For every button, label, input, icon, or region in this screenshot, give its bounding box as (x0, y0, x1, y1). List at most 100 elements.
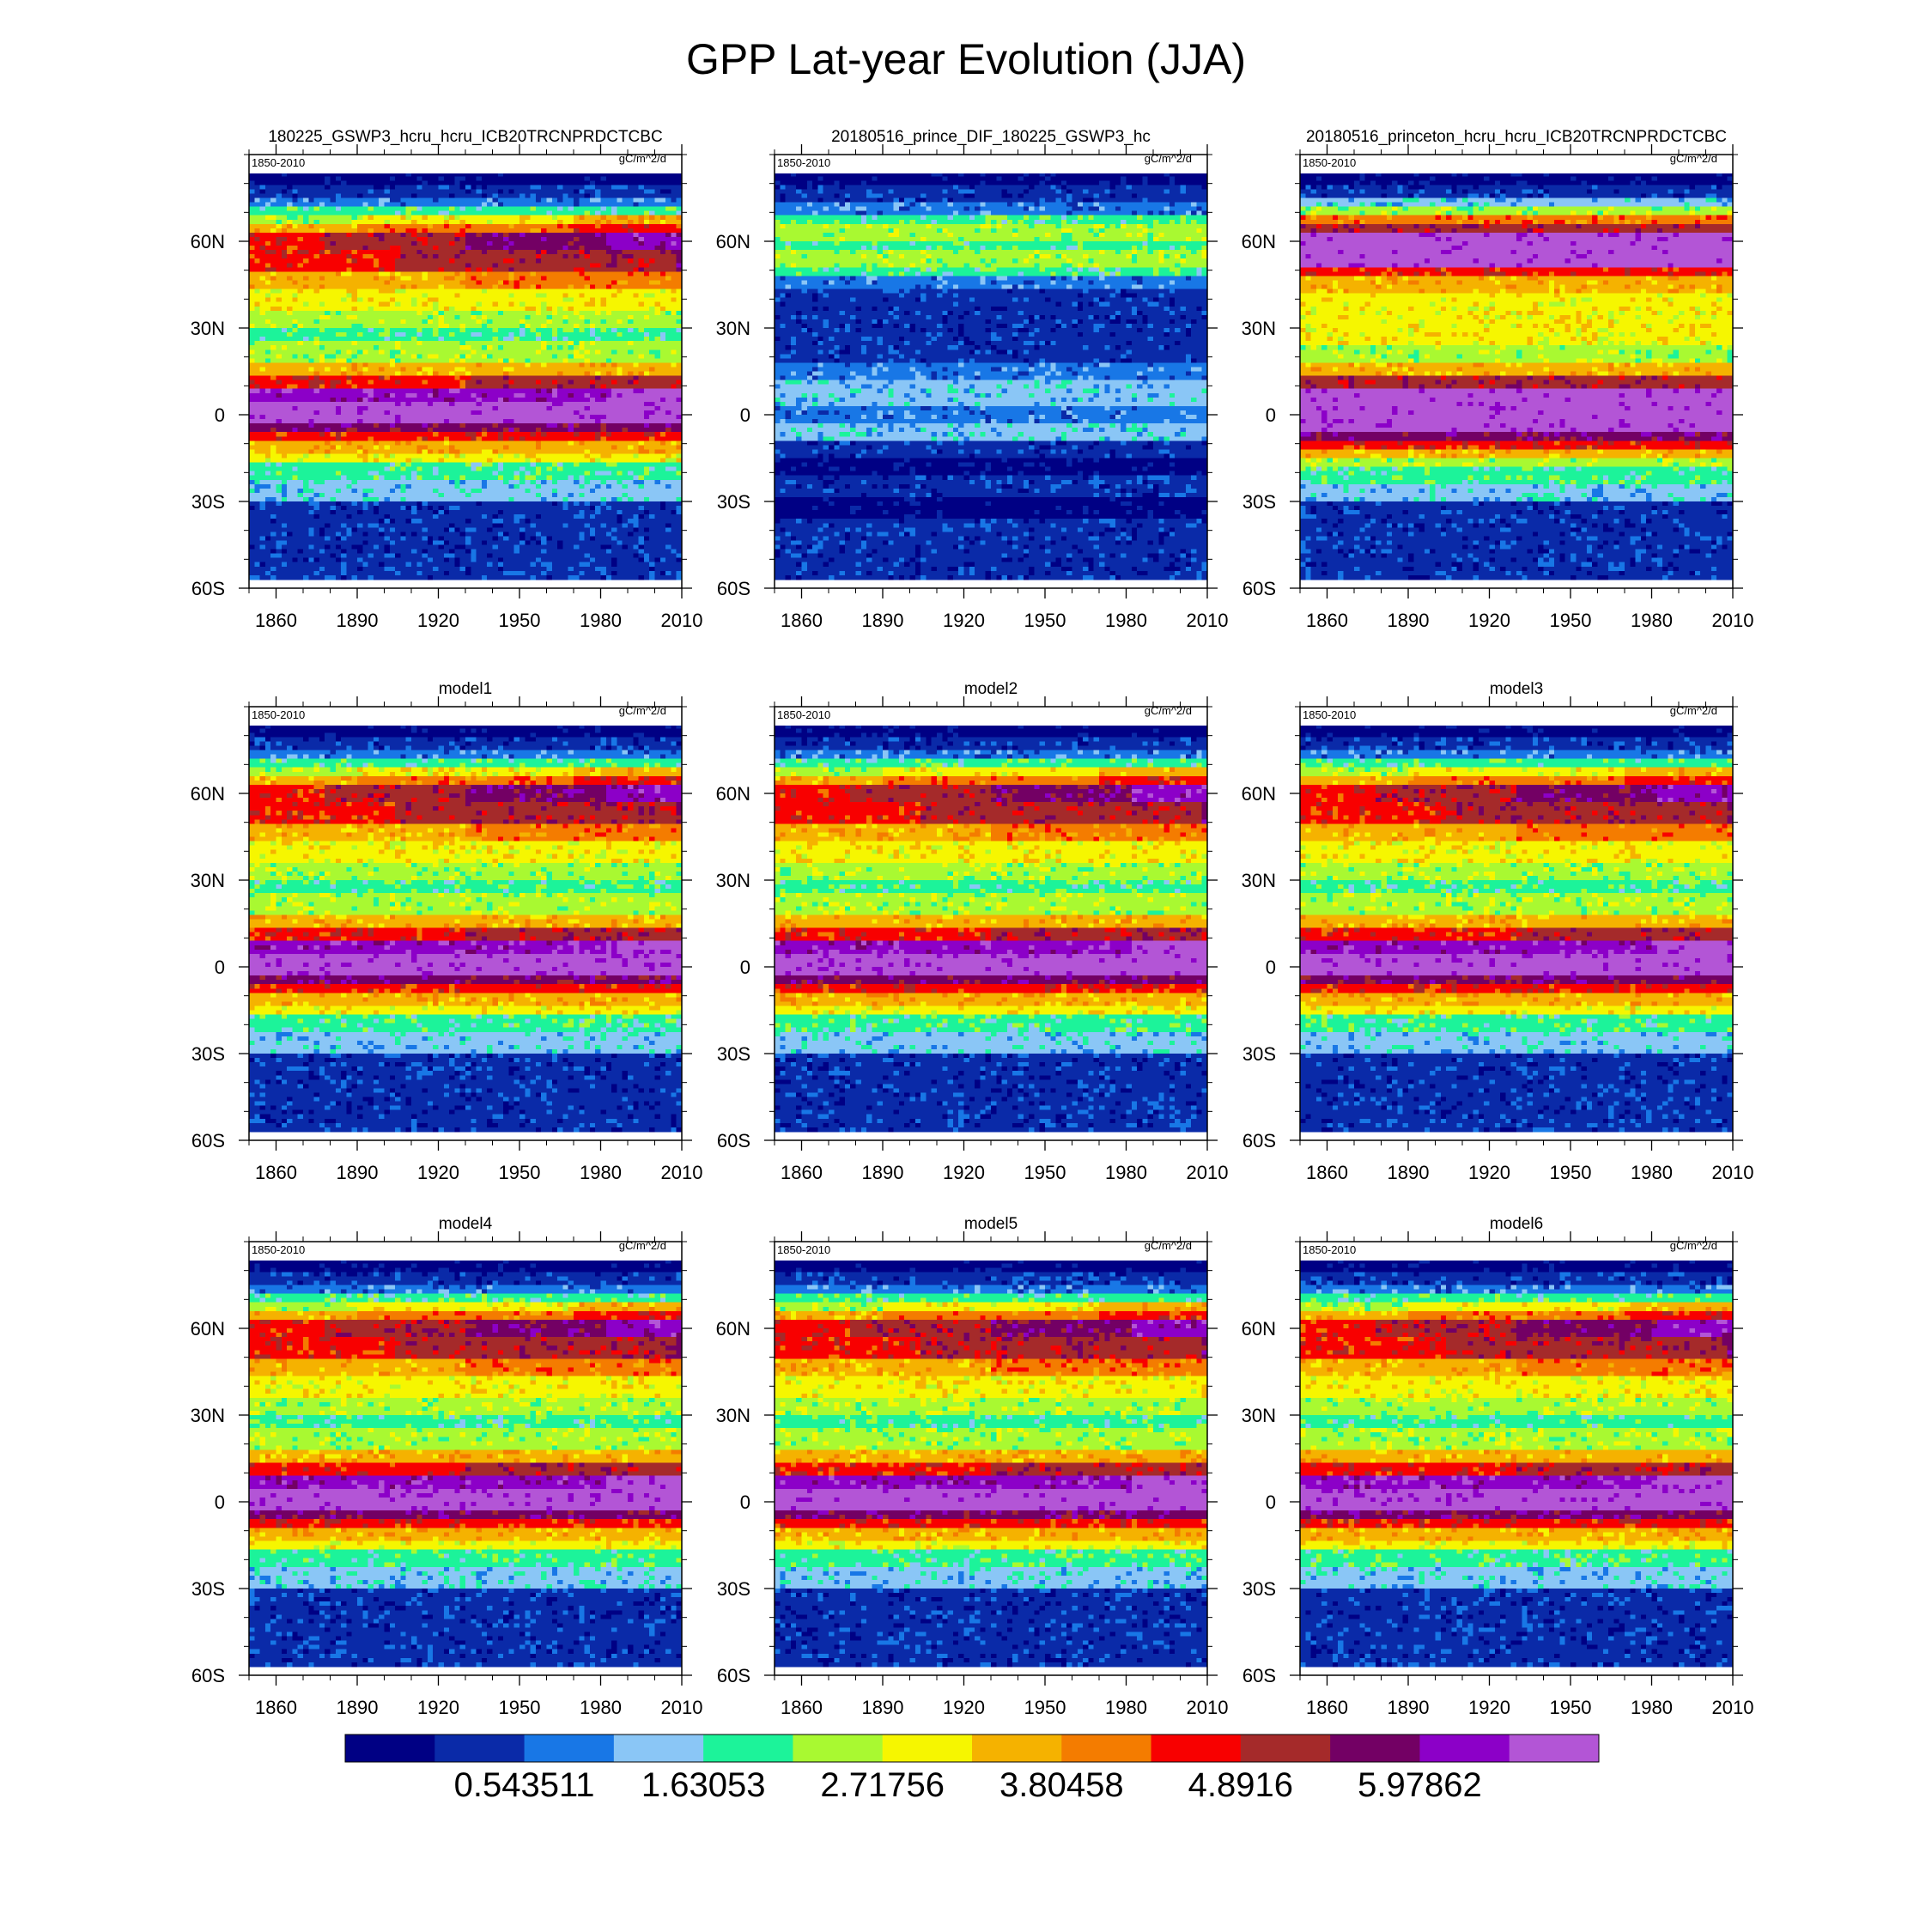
heatmap-cell (270, 185, 276, 190)
heatmap-cell (260, 250, 266, 255)
heatmap-cell (270, 246, 276, 251)
heatmap-cell (265, 453, 271, 459)
heatmap-cell (270, 358, 276, 363)
heatmap-cell (254, 453, 260, 459)
heatmap-cell (254, 432, 260, 437)
heatmap-cell (254, 319, 260, 325)
heatmap-cell (270, 193, 276, 198)
heatmap-cell (265, 410, 271, 416)
heatmap-cell (265, 376, 271, 381)
heatmap-cell (249, 423, 255, 428)
heatmap-cell (265, 367, 271, 372)
heatmap-cell (265, 440, 271, 446)
heatmap-cell (254, 493, 260, 498)
heatmap-cell (249, 415, 255, 420)
heatmap-cell (254, 372, 260, 377)
heatmap-cell (260, 536, 266, 541)
heatmap-cell (249, 276, 255, 281)
heatmap-cell (254, 558, 260, 563)
heatmap-cell (265, 250, 271, 255)
heatmap-cell (265, 271, 271, 276)
heatmap-cell (260, 302, 266, 307)
heatmap-cell (260, 307, 266, 312)
heatmap-cell (254, 345, 260, 350)
heatmap-cell (270, 302, 276, 307)
heatmap-cell (254, 276, 260, 281)
heatmap-cell (254, 506, 260, 511)
heatmap-cell (260, 263, 266, 268)
heatmap-cell (270, 254, 276, 259)
heatmap-cell (260, 453, 266, 459)
heatmap-cell (270, 263, 276, 268)
heatmap-cell (260, 362, 266, 368)
heatmap-cell (265, 415, 271, 420)
heatmap-cell (265, 328, 271, 333)
heatmap-cell (254, 398, 260, 403)
heatmap-cell (254, 476, 260, 481)
heatmap-cell (270, 285, 276, 290)
heatmap-cell (249, 294, 255, 299)
heatmap-cell (265, 389, 271, 394)
heatmap-cell (249, 258, 255, 264)
heatmap-cell (270, 250, 276, 255)
heatmap-cell (270, 237, 276, 242)
heatmap-cell (265, 571, 271, 576)
heatmap-cell (249, 349, 255, 355)
heatmap-cell (254, 263, 260, 268)
heatmap-cell (270, 315, 276, 320)
heatmap-cell (265, 575, 271, 580)
heatmap-cell (260, 254, 266, 259)
heatmap-cell (265, 228, 271, 234)
heatmap-cell (265, 307, 271, 312)
heatmap-cell (249, 523, 255, 528)
heatmap-cell (270, 189, 276, 194)
heatmap-cell (254, 497, 260, 502)
heatmap-cell (260, 203, 266, 208)
heatmap-cell (249, 367, 255, 372)
heatmap-cell (260, 506, 266, 511)
heatmap-cell (270, 349, 276, 355)
heatmap-cell (270, 319, 276, 325)
heatmap-cell (265, 545, 271, 550)
heatmap-cell (254, 311, 260, 316)
heatmap-cell (270, 380, 276, 386)
heatmap-cell (254, 315, 260, 320)
heatmap-cell (260, 258, 266, 264)
heatmap-cell (260, 432, 266, 437)
heatmap-cell (270, 311, 276, 316)
heatmap-cell (260, 319, 266, 325)
heatmap-cell (249, 237, 255, 242)
heatmap-cell (249, 332, 255, 337)
heatmap-cell (254, 380, 260, 386)
heatmap-cell (254, 532, 260, 537)
heatmap-cell (260, 493, 266, 498)
heatmap-cell (265, 550, 271, 555)
heatmap-cell (270, 176, 276, 181)
heatmap-cell (265, 280, 271, 285)
heatmap-cell (260, 463, 266, 468)
heatmap-cell (265, 406, 271, 411)
heatmap-cell (249, 432, 255, 437)
heatmap-cell (254, 285, 260, 290)
heatmap-cell (254, 406, 260, 411)
heatmap-cell (249, 311, 255, 316)
heatmap-cell (260, 211, 266, 216)
heatmap-cell (270, 180, 276, 185)
heatmap-cell (265, 506, 271, 511)
heatmap-cell (249, 372, 255, 377)
heatmap-cell (270, 211, 276, 216)
heatmap-cell (260, 527, 266, 532)
heatmap-cell (249, 224, 255, 229)
heatmap-cell (260, 398, 266, 403)
heatmap-cell (260, 289, 266, 295)
heatmap-cell (254, 445, 260, 450)
heatmap-cell (260, 189, 266, 194)
heatmap-cell (249, 527, 255, 532)
heatmap-cell (254, 571, 260, 576)
heatmap-cell (260, 415, 266, 420)
heatmap-cell (249, 324, 255, 329)
heatmap-cell (260, 324, 266, 329)
heatmap-cell (254, 523, 260, 528)
heatmap-cell (254, 233, 260, 238)
heatmap-cell (254, 189, 260, 194)
